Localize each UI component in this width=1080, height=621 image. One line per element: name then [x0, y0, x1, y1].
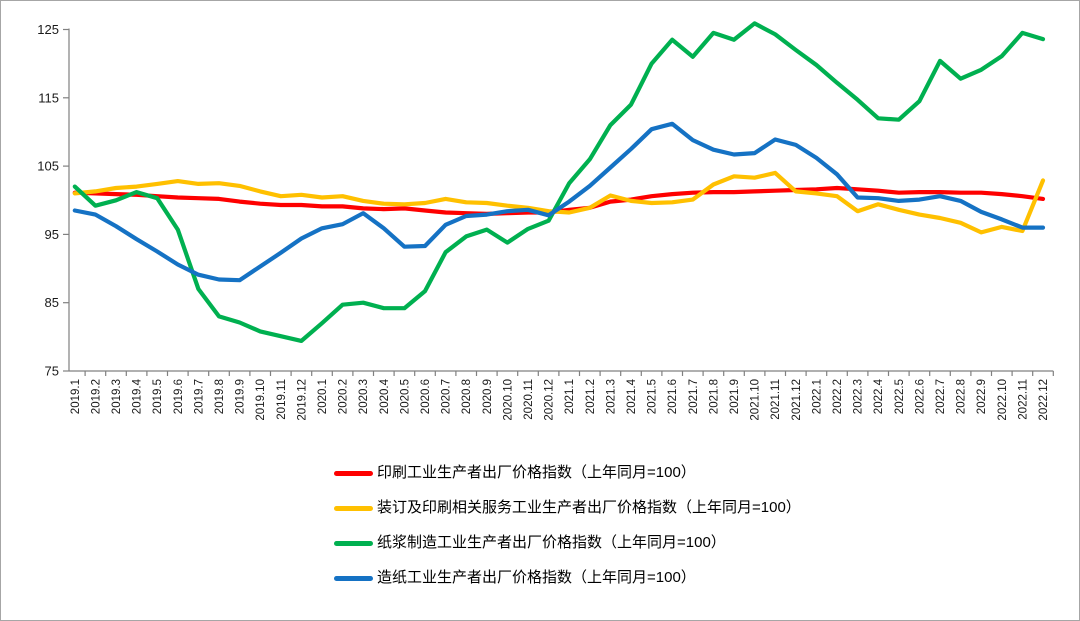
legend-item-pulp-manufacturing-index: 纸浆制造工业生产者出厂价格指数（上年同月=100） [334, 532, 801, 554]
x-tick-label: 2021.3 [605, 379, 617, 414]
x-tick-label: 2019.7 [193, 379, 205, 414]
x-tick-label: 2022.12 [1038, 379, 1050, 421]
legend-label: 印刷工业生产者出厂价格指数（上年同月=100） [377, 464, 696, 481]
papermaking-index-line [72, 121, 1046, 283]
x-tick-label: 2021.6 [667, 379, 679, 414]
y-tick-label: 85 [45, 295, 59, 310]
x-tick-label: 2022.4 [873, 378, 885, 414]
legend: 印刷工业生产者出厂价格指数（上年同月=100） 装订及印刷相关服务工业生产者出厂价… [334, 462, 801, 589]
x-tick-label: 2019.12 [296, 379, 308, 421]
x-tick-label: 2021.7 [688, 379, 700, 414]
x-tick-label: 2021.8 [708, 379, 720, 414]
x-tick-label: 2021.4 [626, 378, 638, 414]
binding-printing-services-index-swatch-icon [334, 505, 373, 511]
y-tick-label: 75 [45, 364, 59, 379]
x-tick-label: 2019.11 [276, 379, 288, 420]
x-tick-label: 2020.6 [420, 379, 432, 414]
y-tick-label: 95 [45, 227, 59, 242]
x-tick-label: 2020.3 [358, 379, 370, 414]
x-tick-label: 2020.9 [482, 379, 494, 414]
x-tick-label: 2021.5 [647, 379, 659, 414]
legend-label: 纸浆制造工业生产者出厂价格指数（上年同月=100） [377, 534, 726, 551]
x-tick-label: 2021.12 [791, 379, 803, 421]
x-tick-label: 2022.2 [832, 379, 844, 414]
x-tick-label: 2020.2 [338, 379, 350, 414]
binding-printing-services-index-line [72, 170, 1046, 235]
x-tick-label: 2020.10 [502, 379, 514, 421]
x-tick-label: 2022.7 [935, 379, 947, 414]
x-tick-label: 2021.2 [585, 379, 597, 414]
x-tick-label: 2022.9 [976, 379, 988, 414]
x-tick-label: 2020.12 [544, 379, 556, 421]
x-tick-label: 2019.4 [132, 378, 144, 414]
x-tick-label: 2021.1 [564, 379, 576, 414]
x-tick-label: 2020.11 [523, 379, 535, 420]
x-tick-label: 2020.7 [441, 379, 453, 414]
x-tick-label: 2019.5 [152, 379, 164, 414]
papermaking-index-swatch-icon [334, 575, 373, 581]
pulp-manufacturing-index-line [72, 21, 1046, 343]
x-tick-label: 2022.11 [1017, 379, 1029, 420]
x-tick-label: 2022.10 [997, 379, 1009, 421]
x-tick-label: 2019.6 [173, 379, 185, 414]
x-tick-label: 2022.1 [811, 379, 823, 414]
x-tick-label: 2019.1 [70, 379, 82, 414]
x-tick-label: 2019.9 [235, 379, 247, 414]
x-tick-label: 2019.10 [255, 379, 267, 421]
x-tick-label: 2019.8 [214, 379, 226, 414]
x-tick-label: 2020.1 [317, 379, 329, 414]
x-tick-label: 2022.6 [914, 379, 926, 414]
y-tick-label: 105 [37, 159, 59, 174]
x-tick-label: 2020.8 [461, 379, 473, 414]
x-tick-label: 2019.2 [90, 379, 102, 414]
x-tick-label: 2019.3 [111, 379, 123, 414]
legend-item-binding-printing-services-index: 装订及印刷相关服务工业生产者出厂价格指数（上年同月=100） [334, 497, 801, 519]
y-tick-label: 125 [37, 22, 59, 37]
pulp-manufacturing-index-swatch-icon [334, 540, 373, 546]
printing-index-swatch-icon [334, 470, 373, 476]
legend-label: 装订及印刷相关服务工业生产者出厂价格指数（上年同月=100） [377, 499, 801, 516]
x-tick-label: 2022.8 [956, 379, 968, 414]
x-tick-label: 2022.3 [853, 379, 865, 414]
x-tick-label: 2021.11 [770, 379, 782, 420]
x-tick-label: 2020.5 [399, 379, 411, 414]
x-tick-label: 2020.4 [379, 378, 391, 414]
x-tick-label: 2021.9 [729, 379, 741, 414]
legend-item-papermaking-index: 造纸工业生产者出厂价格指数（上年同月=100） [334, 567, 801, 589]
x-tick-label: 2022.5 [894, 379, 906, 414]
legend-item-printing-index: 印刷工业生产者出厂价格指数（上年同月=100） [334, 462, 801, 484]
legend-label: 造纸工业生产者出厂价格指数（上年同月=100） [377, 569, 696, 586]
y-tick-label: 115 [38, 90, 59, 105]
x-tick-label: 2021.10 [750, 379, 762, 421]
